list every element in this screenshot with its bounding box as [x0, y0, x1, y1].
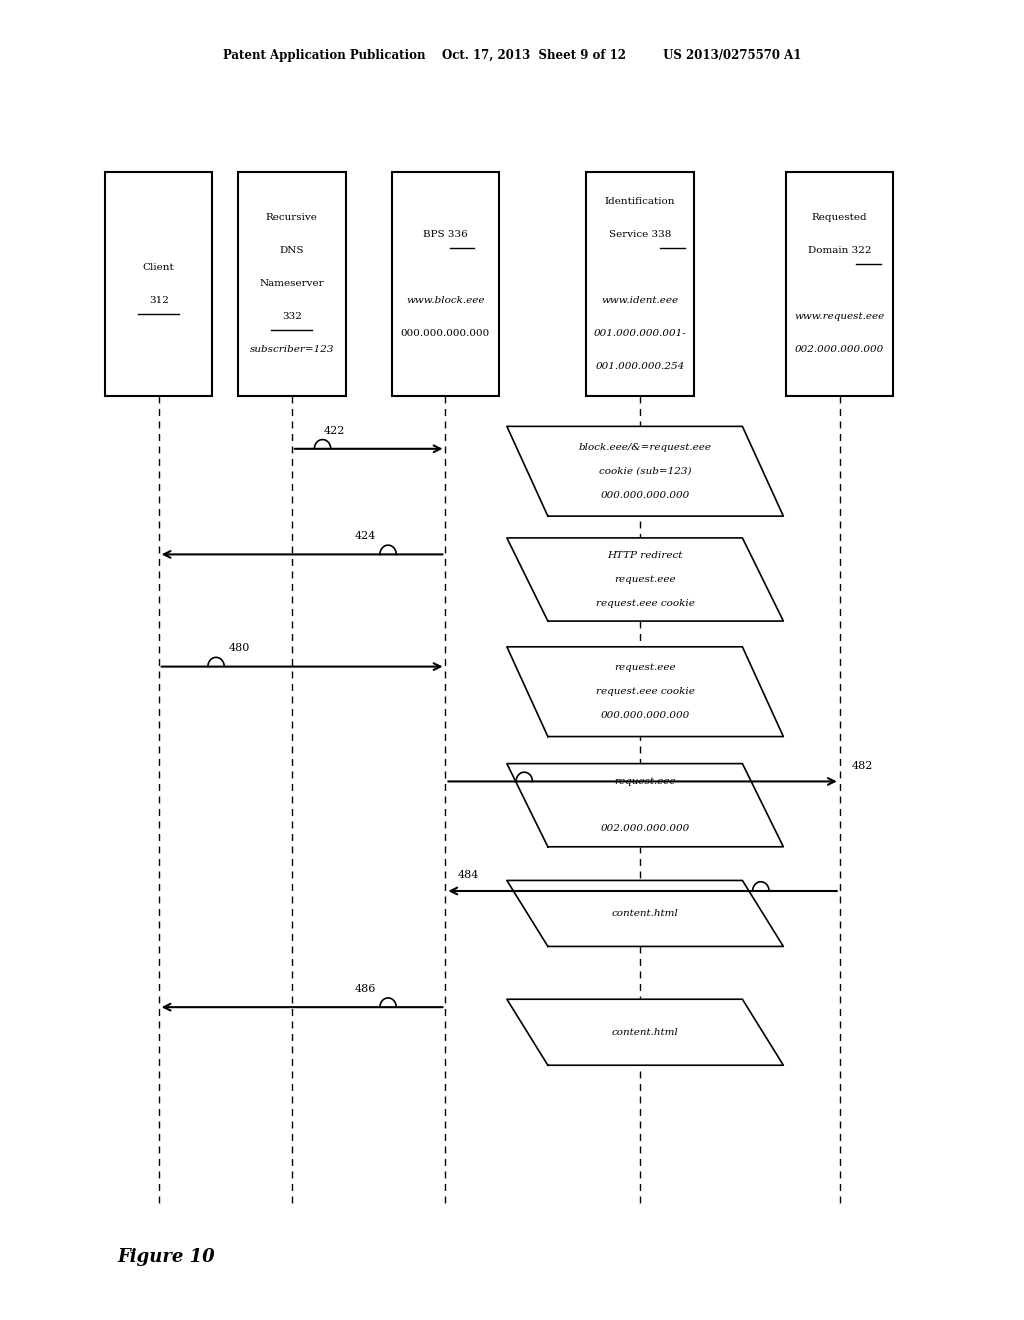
Text: 001.000.000.254: 001.000.000.254: [595, 362, 685, 371]
Text: DNS: DNS: [280, 247, 304, 255]
Text: request.eee: request.eee: [614, 777, 676, 785]
Bar: [586, 172, 694, 396]
Text: 002.000.000.000: 002.000.000.000: [795, 346, 885, 354]
Polygon shape: [507, 647, 783, 737]
Text: www.request.eee: www.request.eee: [795, 313, 885, 321]
Text: Figure 10: Figure 10: [118, 1247, 215, 1266]
Text: HTTP redirect: HTTP redirect: [607, 552, 683, 560]
Text: Nameserver: Nameserver: [259, 280, 325, 288]
Text: Requested: Requested: [812, 214, 867, 222]
Text: content.html: content.html: [611, 1028, 679, 1036]
Text: 422: 422: [325, 425, 345, 436]
Text: cookie (sub=123): cookie (sub=123): [599, 467, 691, 475]
Text: Recursive: Recursive: [266, 214, 317, 222]
Polygon shape: [507, 763, 783, 847]
Text: Identification: Identification: [605, 197, 675, 206]
Text: 482: 482: [852, 760, 873, 771]
Polygon shape: [507, 426, 783, 516]
Text: block.eee/&=request.eee: block.eee/&=request.eee: [579, 444, 712, 451]
Text: Client: Client: [142, 263, 175, 272]
Text: request.eee cookie: request.eee cookie: [596, 688, 694, 696]
Text: 000.000.000.000: 000.000.000.000: [600, 491, 690, 499]
Text: 000.000.000.000: 000.000.000.000: [400, 329, 490, 338]
Text: 332: 332: [282, 313, 302, 321]
Text: www.ident.eee: www.ident.eee: [601, 296, 679, 305]
Text: BPS 336: BPS 336: [423, 230, 468, 239]
Text: 424: 424: [354, 531, 376, 541]
Text: 001.000.000.001-: 001.000.000.001-: [594, 329, 686, 338]
Polygon shape: [507, 539, 783, 620]
Polygon shape: [507, 999, 783, 1065]
Text: 484: 484: [458, 870, 479, 880]
Text: 312: 312: [148, 296, 169, 305]
Text: request.eee: request.eee: [614, 576, 676, 583]
Text: request.eee cookie: request.eee cookie: [596, 599, 694, 607]
Bar: [786, 172, 893, 396]
Text: 480: 480: [228, 643, 250, 653]
Text: request.eee: request.eee: [614, 664, 676, 672]
Text: Domain 322: Domain 322: [808, 247, 871, 255]
Text: Patent Application Publication    Oct. 17, 2013  Sheet 9 of 12         US 2013/0: Patent Application Publication Oct. 17, …: [223, 49, 801, 62]
Bar: [238, 172, 345, 396]
Polygon shape: [507, 880, 783, 946]
Text: 002.000.000.000: 002.000.000.000: [600, 825, 690, 833]
Bar: [391, 172, 500, 396]
Text: 486: 486: [354, 983, 376, 994]
Text: 000.000.000.000: 000.000.000.000: [600, 711, 690, 719]
Text: Service 338: Service 338: [609, 230, 671, 239]
Text: subscriber=123: subscriber=123: [250, 346, 334, 354]
Text: www.block.eee: www.block.eee: [407, 296, 484, 305]
Text: content.html: content.html: [611, 909, 679, 917]
Bar: [105, 172, 213, 396]
